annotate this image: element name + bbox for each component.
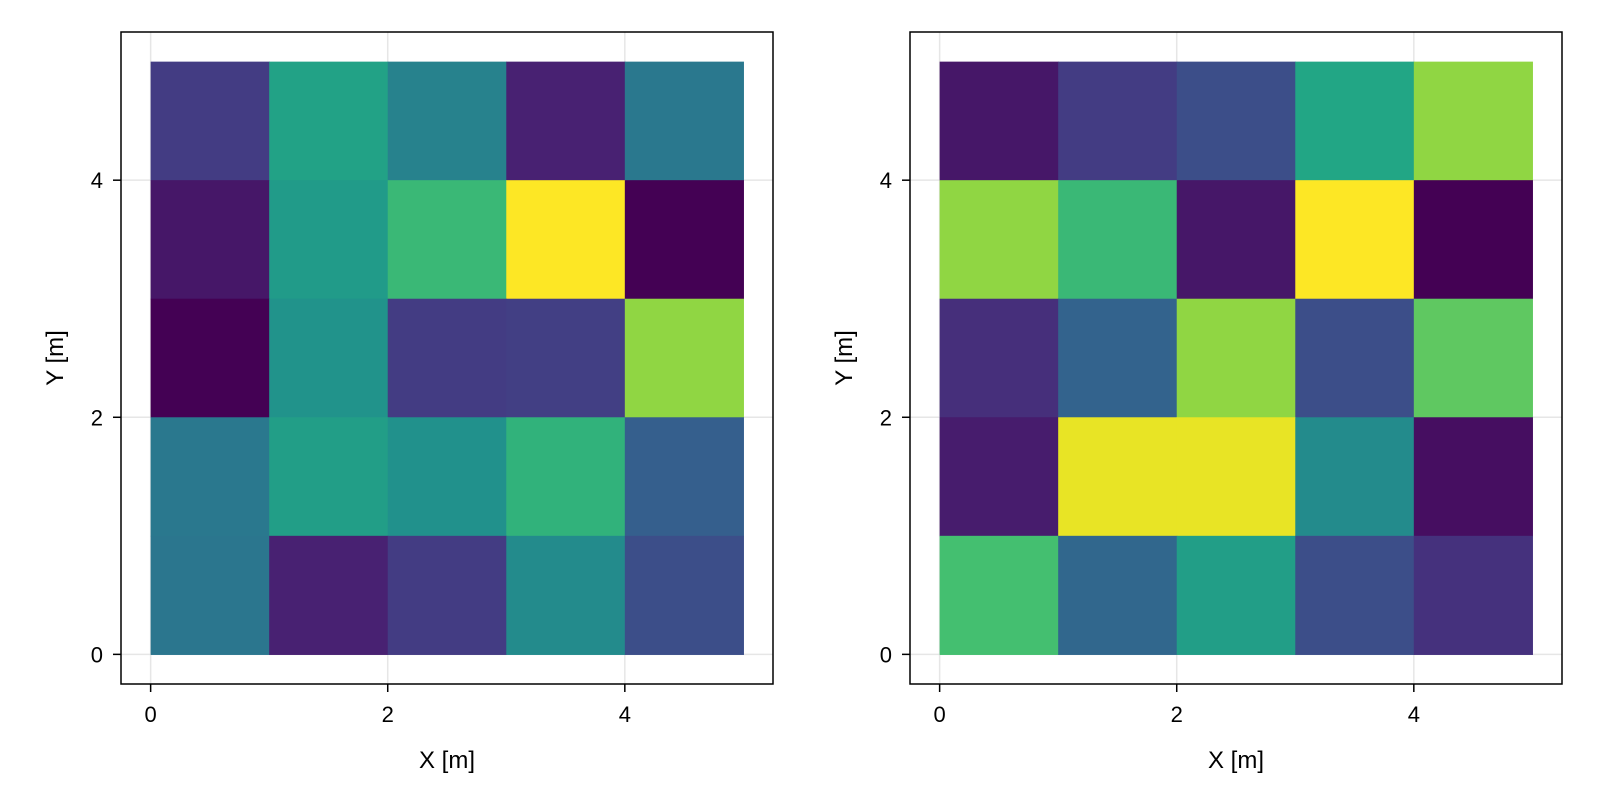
x-axis-label: X [m]	[1208, 747, 1264, 774]
heatmap-panel-1: 0 2 4 0 2 4 X [m] Y [m]	[42, 31, 774, 774]
heatmap-cell	[624, 298, 744, 418]
x-tick-label: 4	[619, 702, 631, 727]
y-tick-label: 2	[880, 405, 892, 430]
heatmap-cell	[506, 61, 626, 181]
heatmap-cell	[1176, 61, 1296, 181]
heatmap-cell	[269, 298, 389, 418]
heatmap-cell	[624, 180, 744, 300]
x-tick-label: 4	[1408, 702, 1420, 727]
heatmap-panel-2: 0 2 4 0 2 4 X [m] Y [m]	[831, 31, 1563, 774]
heatmap-cell	[939, 417, 1059, 537]
heatmap-cell	[269, 417, 389, 537]
heatmap-cell	[1413, 61, 1533, 181]
y-tick-label: 2	[91, 405, 103, 430]
axes-frame	[120, 31, 774, 685]
heatmap-cell	[1058, 61, 1178, 181]
axes-frame	[909, 31, 1563, 685]
heatmap-cell	[1295, 417, 1415, 537]
heatmap-cells	[939, 61, 1533, 655]
y-tick-label: 0	[91, 642, 103, 667]
heatmap-cell	[939, 535, 1059, 655]
heatmap-cell	[506, 417, 626, 537]
heatmap-cell	[1176, 535, 1296, 655]
heatmap-cell	[387, 61, 507, 181]
heatmap-cell	[387, 417, 507, 537]
heatmap-cell	[506, 535, 626, 655]
heatmap-cell	[1176, 417, 1296, 537]
heatmap-cell	[269, 535, 389, 655]
heatmap-cell	[150, 61, 270, 181]
heatmap-cell	[387, 535, 507, 655]
x-tick-label: 2	[1171, 702, 1183, 727]
heatmap-cell	[1176, 298, 1296, 418]
heatmap-cell	[1295, 61, 1415, 181]
heatmap-cell	[1058, 298, 1178, 418]
heatmap-cell	[506, 180, 626, 300]
x-tick-label: 2	[382, 702, 394, 727]
heatmap-cell	[1058, 417, 1178, 537]
y-tick-label: 4	[91, 168, 103, 193]
x-axis-label: X [m]	[419, 747, 475, 774]
heatmap-cell	[506, 298, 626, 418]
heatmap-cell	[1413, 180, 1533, 300]
heatmap-cell	[1295, 535, 1415, 655]
y-tick-label: 4	[880, 168, 892, 193]
x-tick-label: 0	[934, 702, 946, 727]
heatmap-cell	[269, 61, 389, 181]
heatmap-cell	[1176, 180, 1296, 300]
heatmap-cell	[624, 417, 744, 537]
heatmap-cell	[387, 180, 507, 300]
heatmap-cell	[624, 61, 744, 181]
heatmap-cell	[150, 535, 270, 655]
heatmap-cell	[1295, 180, 1415, 300]
heatmap-cell	[1058, 180, 1178, 300]
y-axis-label: Y [m]	[831, 330, 858, 386]
heatmap-cell	[1413, 417, 1533, 537]
heatmap-cell	[150, 298, 270, 418]
heatmap-cell	[1295, 298, 1415, 418]
heatmap-cell	[1058, 535, 1178, 655]
heatmap-cell	[624, 535, 744, 655]
y-axis-label: Y [m]	[42, 330, 69, 386]
heatmap-cell	[1413, 298, 1533, 418]
y-tick-label: 0	[880, 642, 892, 667]
heatmap-cell	[150, 180, 270, 300]
heatmap-cells	[150, 61, 744, 655]
x-tick-label: 0	[145, 702, 157, 727]
heatmap-cell	[387, 298, 507, 418]
heatmap-cell	[939, 298, 1059, 418]
heatmap-cell	[1413, 535, 1533, 655]
heatmap-cell	[150, 417, 270, 537]
heatmap-cell	[939, 180, 1059, 300]
heatmap-cell	[939, 61, 1059, 181]
heatmap-cell	[269, 180, 389, 300]
